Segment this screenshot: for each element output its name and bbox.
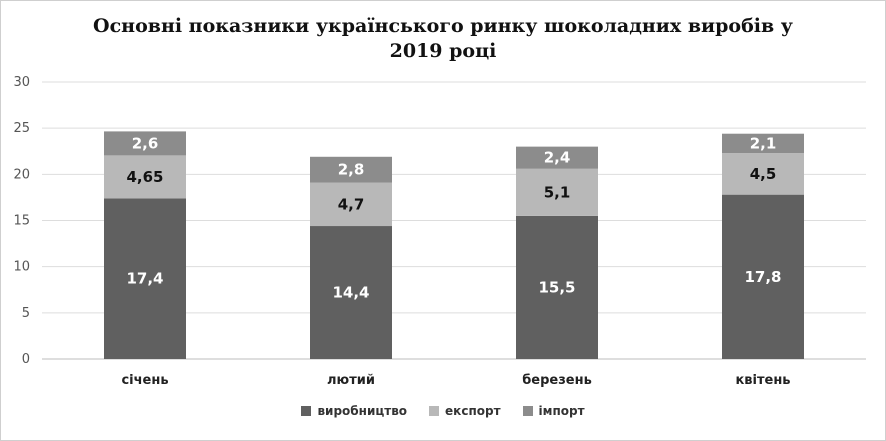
legend-item-export: експорт	[429, 404, 501, 418]
bar-segment-production-1	[310, 226, 392, 359]
y-tick-label: 15	[13, 214, 30, 229]
bar-segment-production-0	[104, 198, 186, 359]
bar-segment-import-3	[722, 133, 804, 154]
bar-segment-export-0	[104, 155, 186, 199]
x-tick-label: лютий	[327, 373, 375, 388]
chart-legend: виробництво експорт імпорт	[0, 404, 886, 418]
bar-segment-import-0	[104, 131, 186, 156]
legend-swatch-production	[301, 406, 312, 416]
legend-item-production: виробництво	[301, 404, 407, 418]
data-label: 17,8	[744, 268, 781, 286]
data-label: 4,65	[126, 168, 163, 186]
bar-segment-production-3	[722, 194, 804, 359]
x-tick-label: березень	[522, 373, 592, 388]
bar-segment-import-1	[310, 156, 392, 183]
x-tick-label: квітень	[735, 373, 790, 388]
y-tick-label: 25	[13, 121, 30, 136]
bar-segment-import-2	[516, 146, 598, 169]
data-label: 2,6	[132, 134, 159, 152]
data-label: 15,5	[538, 278, 575, 296]
bar-segment-production-2	[516, 215, 598, 359]
y-tick-label: 5	[22, 306, 30, 321]
legend-label-production: виробництво	[317, 404, 408, 418]
data-label: 2,8	[338, 161, 365, 179]
bar-segment-export-3	[722, 153, 804, 195]
data-label: 14,4	[332, 284, 369, 302]
data-label: 4,7	[338, 195, 365, 213]
y-tick-label: 0	[22, 352, 30, 367]
x-tick-label: січень	[121, 373, 168, 388]
chart-title: Основні показники українського ринку шок…	[0, 14, 886, 64]
y-tick-label: 10	[13, 260, 30, 275]
y-tick-label: 30	[13, 75, 30, 90]
y-tick-label: 20	[13, 167, 30, 182]
data-label: 2,1	[750, 134, 777, 152]
data-label: 5,1	[544, 183, 571, 201]
legend-swatch-import	[522, 406, 533, 416]
chart-title-line-2: 2019 році	[389, 40, 497, 62]
data-label: 4,5	[750, 165, 777, 183]
bar-segment-export-2	[516, 168, 598, 216]
chart-title-line-1: Основні показники українського ринку шок…	[93, 15, 793, 37]
legend-swatch-export	[429, 406, 440, 416]
legend-label-export: експорт	[445, 404, 501, 418]
data-label: 2,4	[544, 149, 571, 167]
legend-item-import: імпорт	[522, 404, 585, 418]
data-label: 17,4	[126, 270, 163, 288]
bar-segment-export-1	[310, 182, 392, 227]
legend-label-import: імпорт	[538, 404, 585, 418]
